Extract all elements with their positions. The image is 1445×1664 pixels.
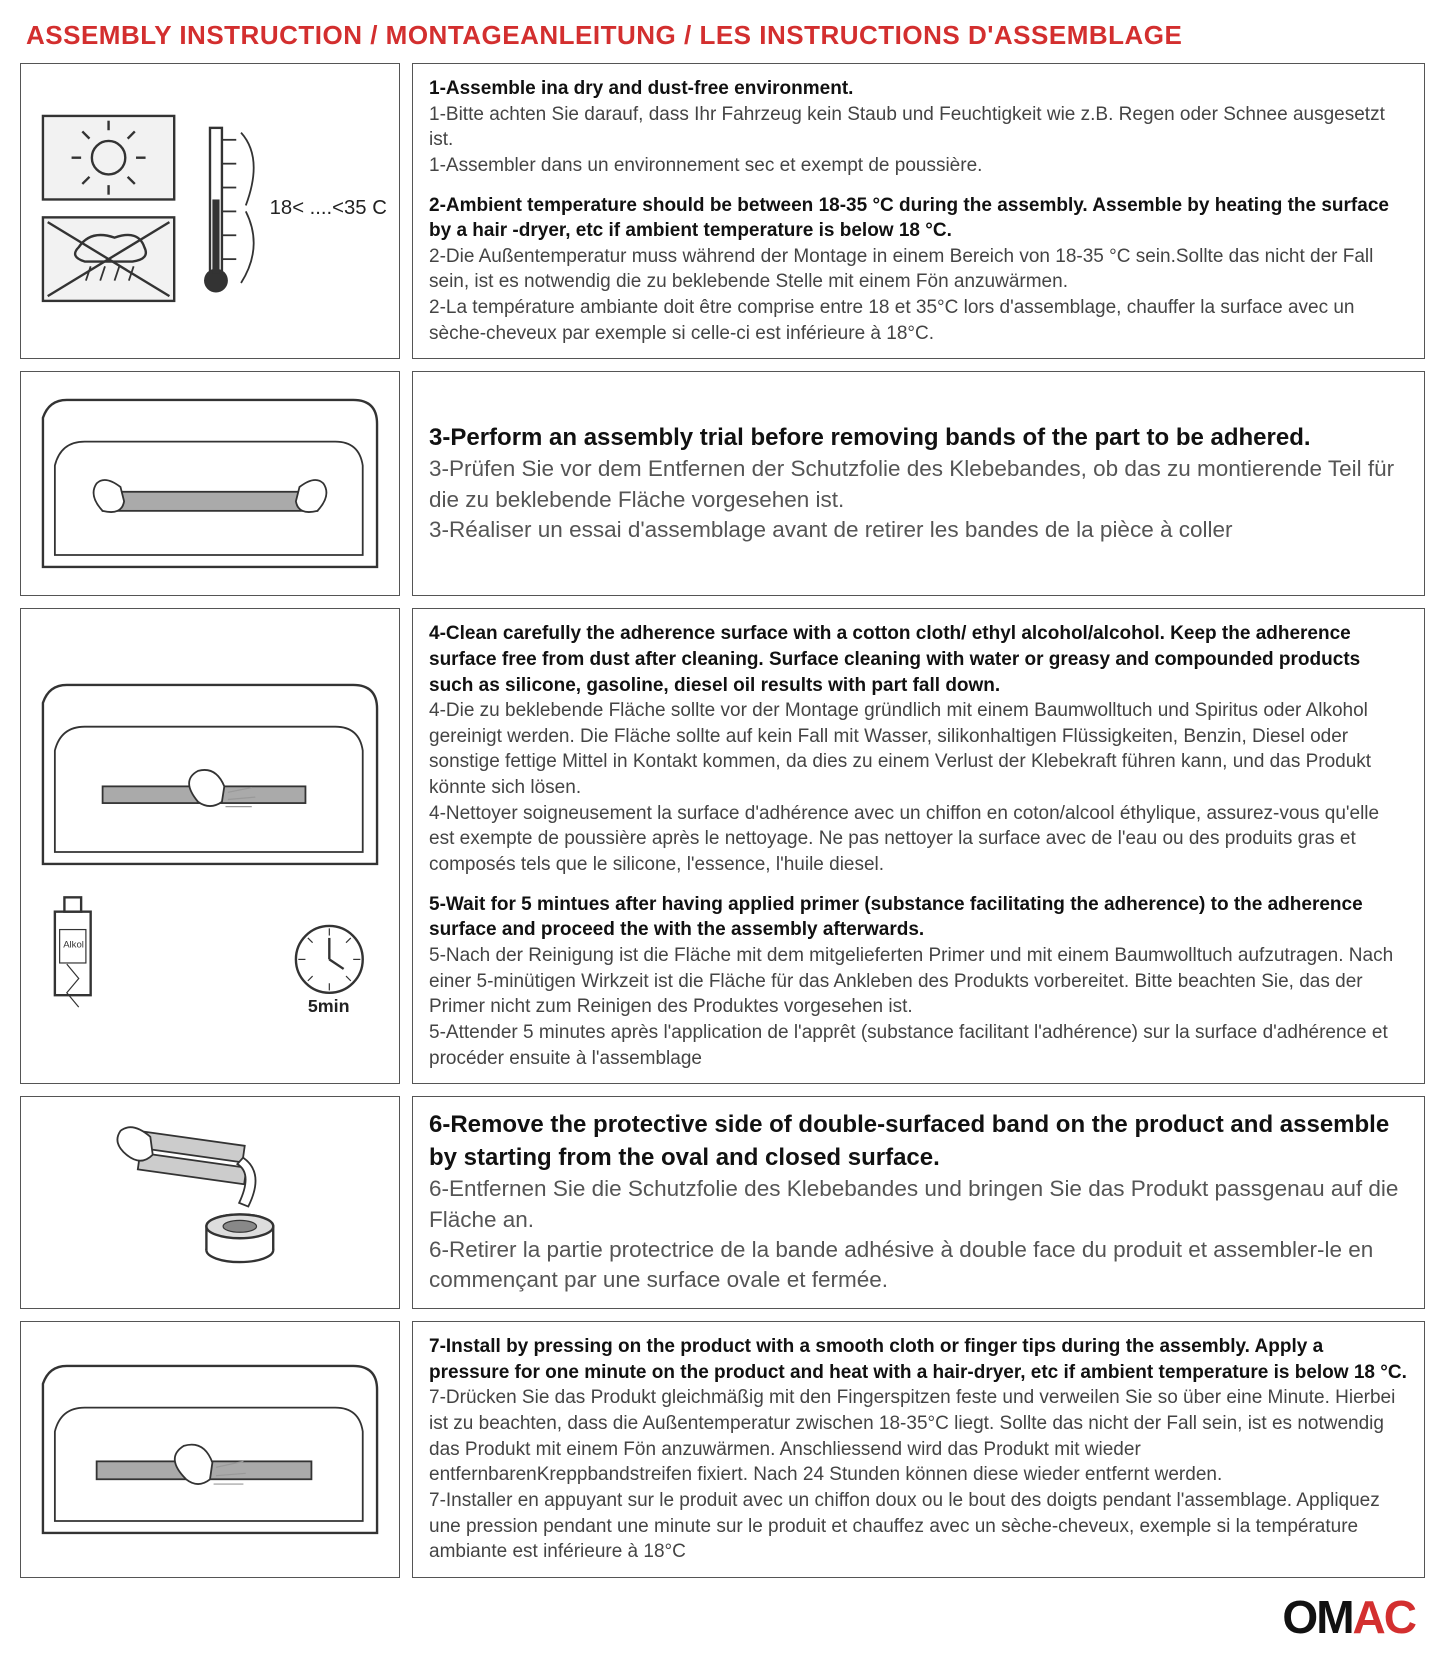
- page-title: ASSEMBLY INSTRUCTION / MONTAGEANLEITUNG …: [20, 20, 1425, 51]
- omac-logo: OMAC: [1282, 1590, 1415, 1644]
- step4-fr: 4-Nettoyer soigneusement la surface d'ad…: [429, 801, 1408, 878]
- press-icon: [31, 1348, 389, 1551]
- step-6: 6-Remove the protective side of double-s…: [429, 1109, 1408, 1295]
- step-5: 5-Wait for 5 mintues after having applie…: [429, 892, 1408, 1071]
- illustration-clean: Alkol 5min: [20, 608, 400, 1084]
- trial-icon: [31, 382, 389, 585]
- step2-fr: 2-La température ambiante doit être comp…: [429, 295, 1408, 346]
- instruction-row-5: 7-Install by pressing on the product wit…: [20, 1321, 1425, 1578]
- step-1: 1-Assemble ina dry and dust-free environ…: [429, 76, 1408, 179]
- step-4: 4-Clean carefully the adherence surface …: [429, 621, 1408, 877]
- step7-de: 7-Drücken Sie das Produkt gleichmäßig mi…: [429, 1385, 1408, 1488]
- svg-text:5min: 5min: [308, 996, 350, 1016]
- env-icon: 18< ....<35 C: [31, 104, 389, 319]
- step3-de: 3-Prüfen Sie vor dem Entfernen der Schut…: [429, 454, 1408, 515]
- text-panel-5: 7-Install by pressing on the product wit…: [412, 1321, 1425, 1578]
- step-3: 3-Perform an assembly trial before remov…: [429, 422, 1408, 546]
- step5-en: 5-Wait for 5 mintues after having applie…: [429, 892, 1408, 943]
- text-panel-3: 4-Clean carefully the adherence surface …: [412, 608, 1425, 1084]
- clean-icon: Alkol 5min: [31, 673, 389, 1019]
- svg-text:Alkol: Alkol: [63, 940, 84, 951]
- text-panel-2: 3-Perform an assembly trial before remov…: [412, 371, 1425, 596]
- logo-o: O: [1282, 1591, 1316, 1643]
- step6-en: 6-Remove the protective side of double-s…: [429, 1109, 1408, 1174]
- step6-fr: 6-Retirer la partie protectrice de la ba…: [429, 1235, 1408, 1296]
- step7-en: 7-Install by pressing on the product wit…: [429, 1334, 1408, 1385]
- step3-en: 3-Perform an assembly trial before remov…: [429, 422, 1408, 454]
- step4-de: 4-Die zu beklebende Fläche sollte vor de…: [429, 698, 1408, 801]
- step2-de: 2-Die Außentemperatur muss während der M…: [429, 244, 1408, 295]
- illustration-remove-tape: [20, 1096, 400, 1309]
- instruction-row-1: 18< ....<35 C 1-Assemble ina dry and dus…: [20, 63, 1425, 359]
- illustration-trial: [20, 371, 400, 596]
- step3-fr: 3-Réaliser un essai d'assemblage avant d…: [429, 515, 1408, 545]
- instruction-row-3: Alkol 5min 4-Clean carefully the adheren…: [20, 608, 1425, 1084]
- logo-row: OMAC: [20, 1590, 1425, 1644]
- step7-fr: 7-Installer en appuyant sur le produit a…: [429, 1488, 1408, 1565]
- step2-en: 2-Ambient temperature should be between …: [429, 193, 1408, 244]
- logo-a: A: [1353, 1591, 1384, 1643]
- step6-de: 6-Entfernen Sie die Schutzfolie des Kleb…: [429, 1174, 1408, 1235]
- tape-icon: [31, 1107, 389, 1298]
- step4-en: 4-Clean carefully the adherence surface …: [429, 621, 1408, 698]
- instruction-row-2: 3-Perform an assembly trial before remov…: [20, 371, 1425, 596]
- step1-de: 1-Bitte achten Sie darauf, dass Ihr Fahr…: [429, 102, 1408, 153]
- step-2: 2-Ambient temperature should be between …: [429, 193, 1408, 347]
- illustration-press: [20, 1321, 400, 1578]
- step5-fr: 5-Attender 5 minutes après l'application…: [429, 1020, 1408, 1071]
- temp-label: 18< ....<35 C: [270, 197, 387, 219]
- logo-m: M: [1316, 1591, 1352, 1643]
- text-panel-4: 6-Remove the protective side of double-s…: [412, 1096, 1425, 1309]
- logo-c: C: [1384, 1591, 1415, 1643]
- step1-fr: 1-Assembler dans un environnement sec et…: [429, 153, 1408, 179]
- instruction-row-4: 6-Remove the protective side of double-s…: [20, 1096, 1425, 1309]
- step1-en: 1-Assemble ina dry and dust-free environ…: [429, 76, 1408, 102]
- step-7: 7-Install by pressing on the product wit…: [429, 1334, 1408, 1565]
- step5-de: 5-Nach der Reinigung ist die Fläche mit …: [429, 943, 1408, 1020]
- illustration-environment: 18< ....<35 C: [20, 63, 400, 359]
- text-panel-1: 1-Assemble ina dry and dust-free environ…: [412, 63, 1425, 359]
